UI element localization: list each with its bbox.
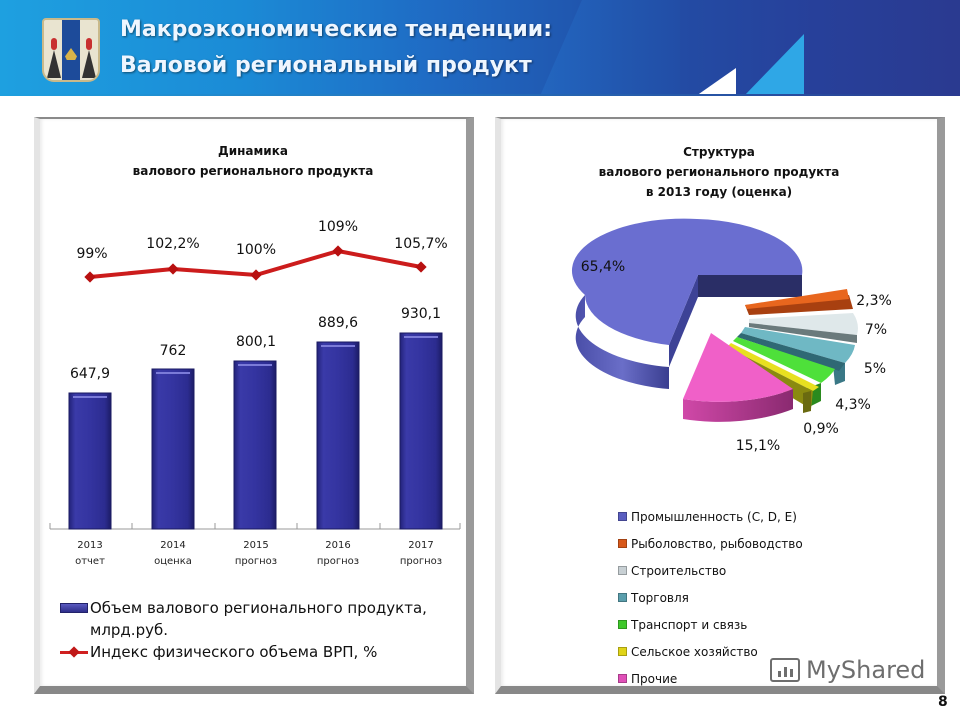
bar-value-label: 647,9 bbox=[69, 366, 111, 382]
title-line-1: Макроэкономические тенденции: bbox=[120, 17, 553, 42]
pie-slice-fishing bbox=[745, 289, 853, 315]
sail-decor-white bbox=[696, 68, 736, 96]
legend-item-bar: Объем валового регионального продукта, м… bbox=[60, 597, 427, 641]
gdp-structure-chart-panel: Структура валового регионального продукт… bbox=[495, 117, 945, 694]
bar-value-label: 889,6 bbox=[317, 315, 359, 331]
index-label: 109% bbox=[317, 219, 359, 235]
index-label: 105,7% bbox=[394, 236, 448, 252]
bar-swatch-icon bbox=[60, 603, 88, 613]
line-marker-swatch-icon bbox=[60, 641, 88, 663]
x-label-status: прогноз bbox=[234, 556, 278, 567]
x-label-year: 2017 bbox=[408, 540, 434, 551]
legend-label: Торговля bbox=[631, 590, 689, 605]
pie-slice-construction bbox=[749, 313, 858, 343]
chart-title-line-2: валового регионального продукта bbox=[598, 165, 840, 179]
legend-swatch-icon bbox=[618, 674, 627, 683]
pie-value-label: 15,1% bbox=[735, 438, 781, 454]
legend-item: Строительство bbox=[618, 557, 803, 584]
legend-item-line: Индекс физического объема ВРП, % bbox=[60, 641, 427, 663]
pie-value-label: 7% bbox=[864, 322, 888, 338]
legend-label: Объем валового регионального продукта, bbox=[90, 599, 427, 617]
legend-label: Прочие bbox=[631, 671, 678, 686]
x-axis-label: 2017 прогноз bbox=[400, 538, 442, 570]
coat-of-arms-icon bbox=[42, 18, 100, 82]
legend-item: Торговля bbox=[618, 584, 803, 611]
index-line-series bbox=[84, 245, 427, 283]
pie-value-label: 0,9% bbox=[803, 421, 839, 437]
bar-line-plot bbox=[49, 245, 461, 530]
legend-label: млрд.руб. bbox=[90, 621, 168, 639]
sail-decor-blue bbox=[744, 34, 804, 96]
legend-label: Сельское хозяйство bbox=[631, 644, 758, 659]
legend-swatch-icon bbox=[618, 647, 627, 656]
presentation-board-icon bbox=[770, 658, 800, 682]
x-axis-label: 2013 отчет bbox=[75, 538, 105, 570]
legend-label: Рыболовство, рыбоводство bbox=[631, 536, 803, 551]
x-label-year: 2013 bbox=[77, 540, 103, 551]
pie-plot bbox=[571, 218, 858, 422]
legend-swatch-icon bbox=[618, 593, 627, 602]
legend-item: Сельское хозяйство bbox=[618, 638, 803, 665]
x-axis-label: 2014 оценка bbox=[154, 538, 192, 570]
legend-item: Промышленность (C, D, E) bbox=[618, 503, 803, 530]
chart-title-line-2: валового регионального продукта bbox=[132, 164, 374, 178]
pie-value-label: 2,3% bbox=[856, 293, 892, 309]
pie-value-label: 65,4% bbox=[580, 259, 626, 275]
slide-header: Макроэкономические тенденции: Валовой ре… bbox=[0, 0, 960, 96]
title-line-2: Валовой региональный продукт bbox=[120, 53, 532, 78]
x-label-status: оценка bbox=[154, 556, 192, 567]
chart-title-line-1: Структура bbox=[683, 145, 755, 159]
x-label-year: 2016 bbox=[325, 540, 351, 551]
watermark-text: MyShared bbox=[806, 656, 926, 684]
legend-swatch-icon bbox=[618, 620, 627, 629]
x-label-status: прогноз bbox=[316, 556, 360, 567]
x-label-status: отчет bbox=[75, 556, 105, 567]
legend-swatch-icon bbox=[618, 512, 627, 521]
pie-slice-trade bbox=[737, 327, 855, 385]
x-label-year: 2014 bbox=[160, 540, 186, 551]
header-decor-stripe bbox=[540, 0, 680, 96]
gdp-dynamics-chart-panel: Динамика валового регионального продукта bbox=[34, 117, 474, 694]
chart-title-line-3: в 2013 году (оценка) bbox=[645, 185, 793, 199]
bar-value-label: 762 bbox=[159, 343, 187, 359]
pie-value-label: 5% bbox=[863, 361, 887, 377]
legend-item: Рыболовство, рыбоводство bbox=[618, 530, 803, 557]
x-axis-label: 2016 прогноз bbox=[317, 538, 359, 570]
pie-value-label: 4,3% bbox=[835, 397, 871, 413]
pie-legend: Промышленность (C, D, E) Рыболовство, ры… bbox=[618, 503, 803, 692]
index-label: 102,2% bbox=[146, 236, 200, 252]
chart-title: Структура валового регионального продукт… bbox=[501, 142, 937, 202]
legend-label: Строительство bbox=[631, 563, 727, 578]
chart-legend: Объем валового регионального продукта, м… bbox=[60, 597, 427, 663]
chart-title-line-1: Динамика bbox=[218, 144, 288, 158]
x-axis-label: 2015 прогноз bbox=[235, 538, 277, 570]
page-number: 8 bbox=[938, 694, 948, 710]
legend-label: Индекс физического объема ВРП, % bbox=[90, 643, 378, 661]
watermark: MyShared bbox=[770, 656, 925, 684]
pie-slice-industry bbox=[571, 218, 803, 389]
header-divider bbox=[0, 94, 960, 96]
legend-swatch-icon bbox=[618, 566, 627, 575]
chart-title: Динамика валового регионального продукта bbox=[40, 141, 466, 181]
index-label: 99% bbox=[76, 246, 108, 262]
pie-slice-others bbox=[683, 333, 793, 422]
legend-label: Транспорт и связь bbox=[631, 617, 748, 632]
legend-item: Прочие bbox=[618, 665, 803, 692]
slide-title: Макроэкономические тенденции: Валовой ре… bbox=[120, 12, 552, 84]
x-label-status: прогноз bbox=[399, 556, 443, 567]
index-label: 100% bbox=[235, 242, 277, 258]
legend-swatch-icon bbox=[618, 539, 627, 548]
bar-value-label: 800,1 bbox=[235, 334, 277, 350]
bar-series bbox=[68, 332, 443, 530]
legend-item: Транспорт и связь bbox=[618, 611, 803, 638]
legend-label: Промышленность (C, D, E) bbox=[631, 509, 797, 524]
bar-value-label: 930,1 bbox=[400, 306, 442, 322]
x-label-year: 2015 bbox=[243, 540, 269, 551]
